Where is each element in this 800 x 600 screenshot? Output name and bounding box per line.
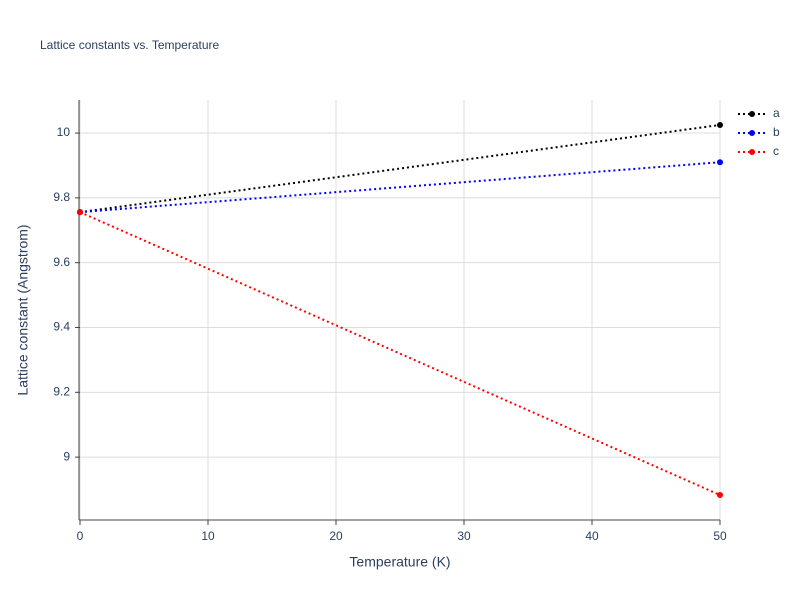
x-tick-label: 10 [201, 529, 215, 543]
x-tick-label: 20 [329, 529, 343, 543]
y-tick-label: 9.4 [53, 320, 70, 334]
x-tick-label: 40 [585, 529, 599, 543]
legend-marker [749, 111, 755, 117]
point [717, 159, 723, 166]
x-axis-label: Temperature (K) [349, 554, 450, 570]
y-axis-label: Lattice constant (Angstrom) [15, 224, 31, 395]
legend-marker [749, 149, 755, 155]
legend-label: a [773, 106, 780, 120]
y-tick-label: 9.8 [53, 190, 70, 204]
y-tick-label: 9.6 [53, 255, 70, 269]
legend-marker [749, 130, 755, 136]
point [717, 492, 723, 499]
legend-label: c [773, 144, 779, 158]
series-line [79, 161, 721, 214]
point [717, 121, 723, 128]
x-tick-label: 50 [713, 529, 727, 543]
series-line [79, 123, 721, 214]
legend-label: b [773, 125, 780, 139]
y-tick-label: 10 [57, 125, 71, 139]
x-tick-label: 0 [77, 529, 84, 543]
point [77, 209, 83, 216]
y-tick-label: 9 [63, 449, 70, 463]
x-tick-label: 30 [457, 529, 471, 543]
y-tick-label: 9.2 [53, 384, 70, 398]
series-line [79, 211, 721, 496]
chart-title: Lattice constants vs. Temperature [40, 38, 220, 52]
